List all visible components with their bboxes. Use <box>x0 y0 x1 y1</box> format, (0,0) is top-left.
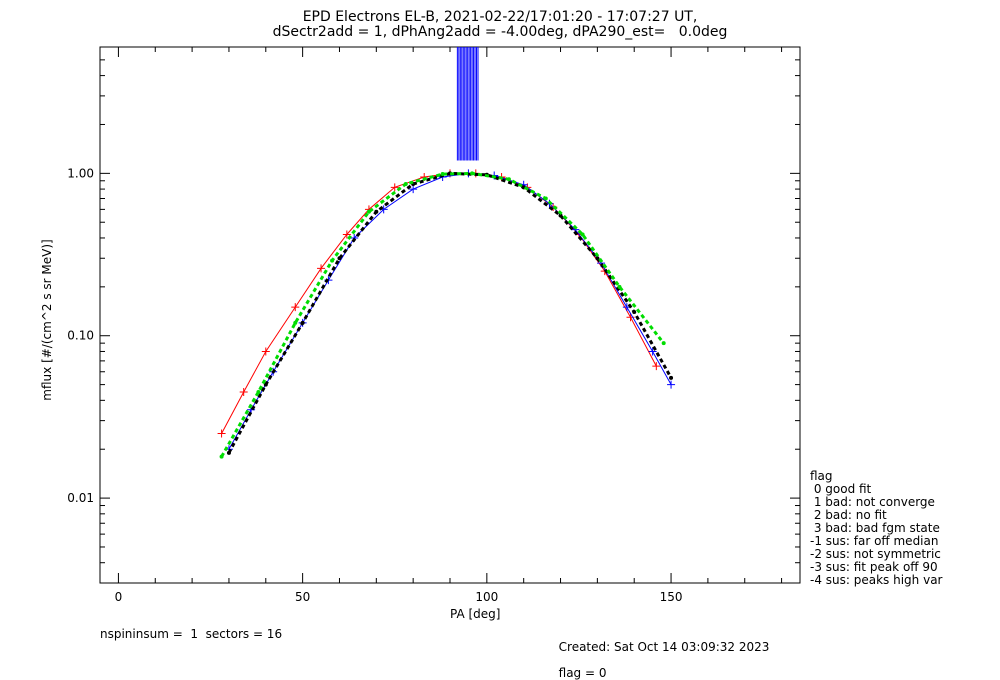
x-tick-label: 0 <box>115 590 123 604</box>
data-point-black <box>263 382 268 387</box>
y-tick-label: 1.00 <box>67 166 94 180</box>
legend-item: 0 good fit <box>810 482 872 496</box>
data-point-black <box>669 375 674 380</box>
series-line-blue <box>228 172 672 450</box>
plot-frame <box>99 46 801 584</box>
y-tick-label: 0.10 <box>67 329 94 343</box>
data-point-red <box>217 429 226 438</box>
data-point-blue <box>667 380 676 389</box>
chart-plot: 0 50 100 150 0.01 0.10 1.00 <box>67 46 801 604</box>
legend-item: 2 bad: no fit <box>810 508 887 522</box>
data-point-green <box>440 172 445 177</box>
footer-created: Created: Sat Oct 14 03:09:32 2023 flag =… <box>551 628 770 680</box>
series-line-black <box>227 171 673 454</box>
data-point-green <box>470 171 475 176</box>
flag-value: flag = 0 <box>558 666 607 680</box>
legend-item: -3 sus: fit peak off 90 <box>810 560 938 574</box>
data-point-red <box>291 303 300 312</box>
spike-band <box>456 47 479 161</box>
data-point-black <box>300 320 305 325</box>
data-point-black <box>337 256 342 261</box>
data-point-green <box>256 390 261 395</box>
series-layer <box>217 169 676 459</box>
data-point-green <box>366 209 371 214</box>
data-point-blue <box>648 347 657 356</box>
data-point-blue <box>409 185 418 194</box>
data-point-black <box>595 256 600 261</box>
y-tick-label: 0.01 <box>67 491 94 505</box>
legend-title: flag <box>810 469 833 483</box>
data-point-green <box>403 181 408 186</box>
x-tick-label: 50 <box>295 590 310 604</box>
footer-spin-info: nspininsum = 1 sectors = 16 <box>100 627 283 641</box>
x-tick-label: 150 <box>660 590 683 604</box>
x-axis-label: PA [deg] <box>450 607 501 621</box>
x-axis: 0 50 100 150 <box>115 47 783 604</box>
legend-item: -1 sus: far off median <box>810 534 939 548</box>
data-point-red <box>239 388 248 397</box>
chart-title: EPD Electrons EL-B, 2021-02-22/17:01:20 … <box>302 9 698 25</box>
data-point-red <box>261 347 270 356</box>
legend-item: 1 bad: not converge <box>810 495 935 509</box>
x-tick-label: 100 <box>475 590 498 604</box>
flag-legend: flag 0 good fit 1 bad: not converge 2 ba… <box>810 470 942 587</box>
legend-item: -4 sus: peaks high var <box>810 573 943 587</box>
data-point-green <box>543 196 548 201</box>
data-point-black <box>558 213 563 218</box>
data-point-green <box>219 454 224 459</box>
data-point-red <box>390 183 399 192</box>
data-point-red <box>652 362 661 371</box>
data-point-red <box>317 264 326 273</box>
data-point-green <box>661 341 666 346</box>
data-point-red <box>342 230 351 239</box>
data-point-green <box>617 284 622 289</box>
data-point-green <box>330 258 335 263</box>
y-axis: 0.01 0.10 1.00 <box>67 46 800 584</box>
chart-subtitle: dSectr2add = 1, dPhAng2add = -4.00deg, d… <box>272 24 728 40</box>
data-point-black <box>374 209 379 214</box>
data-point-black <box>632 309 637 314</box>
created-timestamp: Created: Sat Oct 14 03:09:32 2023 <box>558 640 770 654</box>
data-point-green <box>580 232 585 237</box>
y-axis-label: mflux [#/(cm^2 s sr MeV)] <box>40 239 54 401</box>
legend-item: 3 bad: bad fgm state <box>810 521 940 535</box>
data-point-black <box>226 450 231 455</box>
series-line-green <box>220 171 665 458</box>
legend-item: -2 sus: not symmetric <box>810 547 941 561</box>
data-point-green <box>506 177 511 182</box>
data-point-green <box>293 320 298 325</box>
series-line-red <box>221 172 657 434</box>
